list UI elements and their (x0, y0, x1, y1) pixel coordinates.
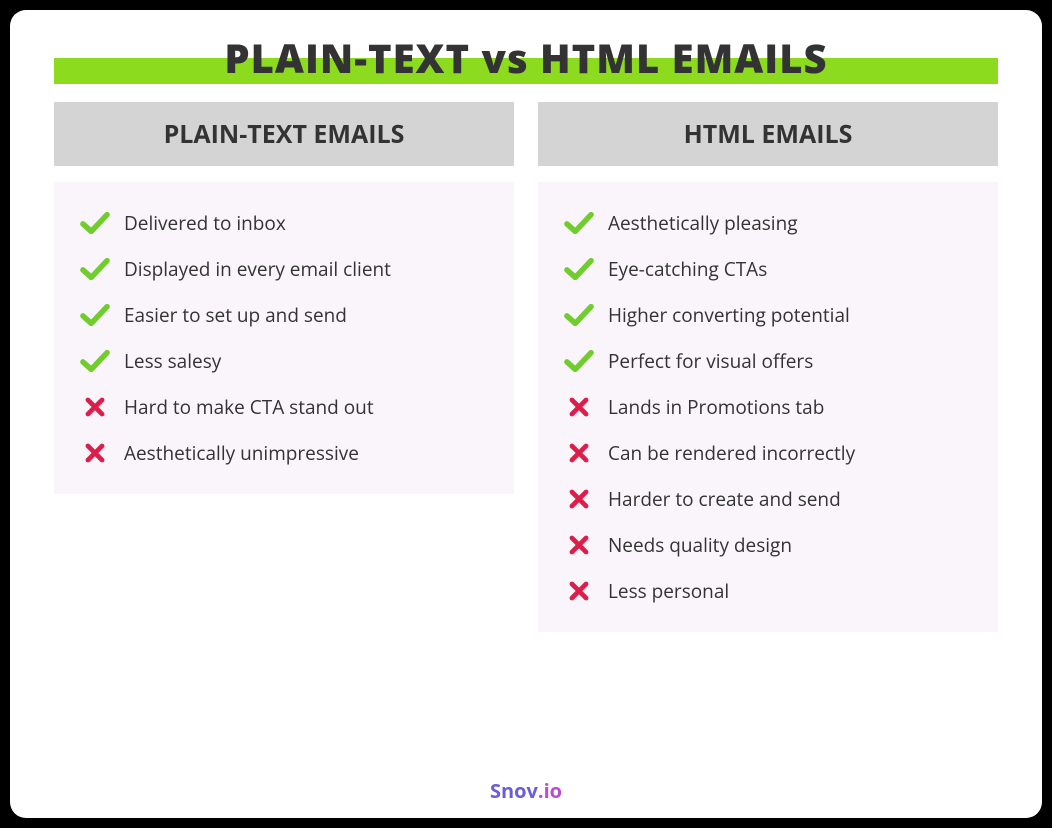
list-item-label: Aesthetically pleasing (608, 210, 798, 236)
check-icon (564, 210, 594, 236)
list-item-label: Hard to make CTA stand out (124, 394, 374, 420)
list-item: Needs quality design (564, 522, 978, 568)
footer-brand: Snov.io (54, 771, 998, 808)
list-item-label: Perfect for visual offers (608, 348, 813, 374)
check-icon (564, 348, 594, 374)
list-item: Less salesy (80, 338, 494, 384)
check-icon (80, 302, 110, 328)
list-item: Easier to set up and send (80, 292, 494, 338)
cross-icon (80, 440, 110, 466)
list-item: Lands in Promotions tab (564, 384, 978, 430)
list-item-label: Less personal (608, 578, 729, 604)
list-item: Hard to make CTA stand out (80, 384, 494, 430)
list-item: Eye-catching CTAs (564, 246, 978, 292)
infographic-card: PLAIN-TEXT vs HTML EMAILS PLAIN-TEXT EMA… (10, 10, 1042, 818)
cross-icon (564, 394, 594, 420)
column-plain: PLAIN-TEXT EMAILS Delivered to inbox Dis… (54, 102, 514, 494)
check-icon (80, 210, 110, 236)
brand-main: Snov (490, 777, 538, 804)
list-item: Displayed in every email client (80, 246, 494, 292)
list-item: Aesthetically pleasing (564, 200, 978, 246)
list-item: Can be rendered incorrectly (564, 430, 978, 476)
list-item-label: Harder to create and send (608, 486, 841, 512)
column-html: HTML EMAILS Aesthetically pleasing Eye-c… (538, 102, 998, 632)
cross-icon (80, 394, 110, 420)
list-item: Perfect for visual offers (564, 338, 978, 384)
list-item-label: Displayed in every email client (124, 256, 391, 282)
check-icon (80, 348, 110, 374)
list-item-label: Higher converting potential (608, 302, 850, 328)
columns: PLAIN-TEXT EMAILS Delivered to inbox Dis… (54, 102, 998, 771)
list-item-label: Aesthetically unimpressive (124, 440, 359, 466)
cross-icon (564, 578, 594, 604)
brand-suffix: .io (538, 777, 562, 804)
column-html-header: HTML EMAILS (538, 102, 998, 166)
column-plain-body: Delivered to inbox Displayed in every em… (54, 182, 514, 494)
cross-icon (564, 486, 594, 512)
list-item-label: Lands in Promotions tab (608, 394, 824, 420)
list-item-label: Can be rendered incorrectly (608, 440, 855, 466)
list-item-label: Less salesy (124, 348, 221, 374)
list-item: Delivered to inbox (80, 200, 494, 246)
cross-icon (564, 440, 594, 466)
title-text: PLAIN-TEXT vs HTML EMAILS (54, 32, 998, 84)
column-plain-header: PLAIN-TEXT EMAILS (54, 102, 514, 166)
list-item: Harder to create and send (564, 476, 978, 522)
check-icon (564, 302, 594, 328)
list-item: Less personal (564, 568, 978, 614)
list-item: Aesthetically unimpressive (80, 430, 494, 476)
list-item-label: Eye-catching CTAs (608, 256, 767, 282)
check-icon (80, 256, 110, 282)
list-item-label: Needs quality design (608, 532, 792, 558)
cross-icon (564, 532, 594, 558)
list-item-label: Delivered to inbox (124, 210, 286, 236)
title: PLAIN-TEXT vs HTML EMAILS (54, 32, 998, 84)
list-item-label: Easier to set up and send (124, 302, 347, 328)
column-html-body: Aesthetically pleasing Eye-catching CTAs… (538, 182, 998, 632)
check-icon (564, 256, 594, 282)
list-item: Higher converting potential (564, 292, 978, 338)
